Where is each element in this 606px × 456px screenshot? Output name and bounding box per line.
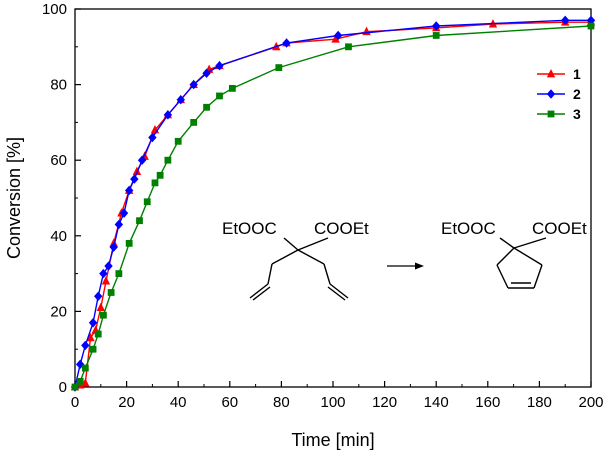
series-1-point [86,332,95,342]
series-2-point [104,261,113,271]
series-layer [70,15,596,392]
series-1-point [96,302,105,312]
y-tick-label: 100 [42,1,67,18]
x-tick-label: 120 [372,394,397,411]
series-2-point [282,38,291,48]
series-3-point [174,137,182,145]
series-1-line [74,21,591,388]
x-tick-label: 140 [424,394,449,411]
legend-marker [547,110,555,118]
legend-entry-3: 3 [537,106,581,122]
reactant-right-group: COOEt [314,219,369,238]
series-3-point [275,64,283,71]
legend-label: 3 [573,106,581,122]
series-2-point [88,318,98,328]
reactant-left-group: EtOOC [222,219,277,238]
series-3-point [125,239,133,247]
series-3-point [190,119,198,126]
series-2-point [333,30,343,41]
series-1-point [331,34,340,43]
series-2-point [109,242,118,252]
plot-frame [74,8,592,388]
series-3-point [203,103,210,111]
x-tick-label: 180 [527,394,552,411]
series-3-line [74,25,592,388]
series-3-point [432,32,440,39]
reactant-skeleton [249,237,349,301]
series-2-point [124,185,134,196]
legend-entry-2: 2 [537,86,581,102]
legend: 1 2 3 [537,66,581,122]
series-2-point [99,268,108,279]
x-tick-label: 100 [320,394,345,411]
axes: 0 20 40 60 80 100 120 140 160 180 200 0 20 40 60 80 100 T… [4,1,604,450]
series-2-point [202,68,211,78]
product-skeleton [496,237,547,289]
series-3-point [345,43,352,51]
series-3-point [164,156,172,164]
series-2-point [130,174,139,184]
series-2-point [81,340,90,351]
legend-label: 1 [573,66,581,82]
series-2-point [432,21,441,31]
series-3-point [136,217,143,225]
series-3-point [156,171,164,179]
y-tick-label: 20 [50,303,67,320]
legend-marker [546,69,556,78]
y-tick-label: 80 [50,77,67,94]
x-tick-label: 200 [578,394,603,411]
x-axis-title: Time [min] [291,430,374,450]
series-2-point [189,79,198,90]
series-1-point [101,276,111,285]
series-3-point [99,311,107,319]
y-axis-title: Conversion [%] [4,137,24,259]
reaction-arrow [387,262,424,270]
series-3 [71,22,595,391]
series-3-point [94,330,102,338]
series-3-point [89,345,97,353]
legend-entry-1: 1 [537,66,581,82]
series-1-point [132,166,142,175]
series-3-point [81,364,89,372]
y-tick-label: 0 [59,379,67,396]
series-3-point [151,179,159,187]
series-2-point [137,155,147,165]
series-3-point [71,383,79,391]
series-2-point [561,15,570,26]
reaction-scheme: EtOOC COOEt EtOOC COOEt [222,219,587,301]
series-2-point [148,132,157,143]
series-3-point [76,377,84,385]
product-right-group: COOEt [532,219,587,238]
series-2-point [176,95,185,105]
series-2-point [114,219,124,230]
product-left-group: EtOOC [441,219,496,238]
series-3-point [587,22,595,30]
x-tick-label: 60 [221,394,238,411]
series-3-point [143,198,151,206]
x-tick-label: 0 [71,394,79,411]
x-tick-label: 20 [118,394,135,411]
series-2-point [215,61,224,71]
series-3-point [228,84,236,92]
series-3-point [115,270,123,277]
series-2-point [94,291,103,301]
x-tick-label: 160 [475,394,500,411]
x-tick-label: 80 [273,394,290,411]
y-tick-label: 40 [50,228,67,245]
x-tick-label: 40 [170,394,187,411]
legend-label: 2 [573,86,581,102]
series-3-point [107,289,115,296]
series-2-point [119,208,129,218]
series-3-point [216,92,223,100]
series-2-line [74,19,591,388]
legend-marker [546,89,556,99]
series-2-point [163,110,173,120]
y-tick-label: 60 [50,152,67,169]
